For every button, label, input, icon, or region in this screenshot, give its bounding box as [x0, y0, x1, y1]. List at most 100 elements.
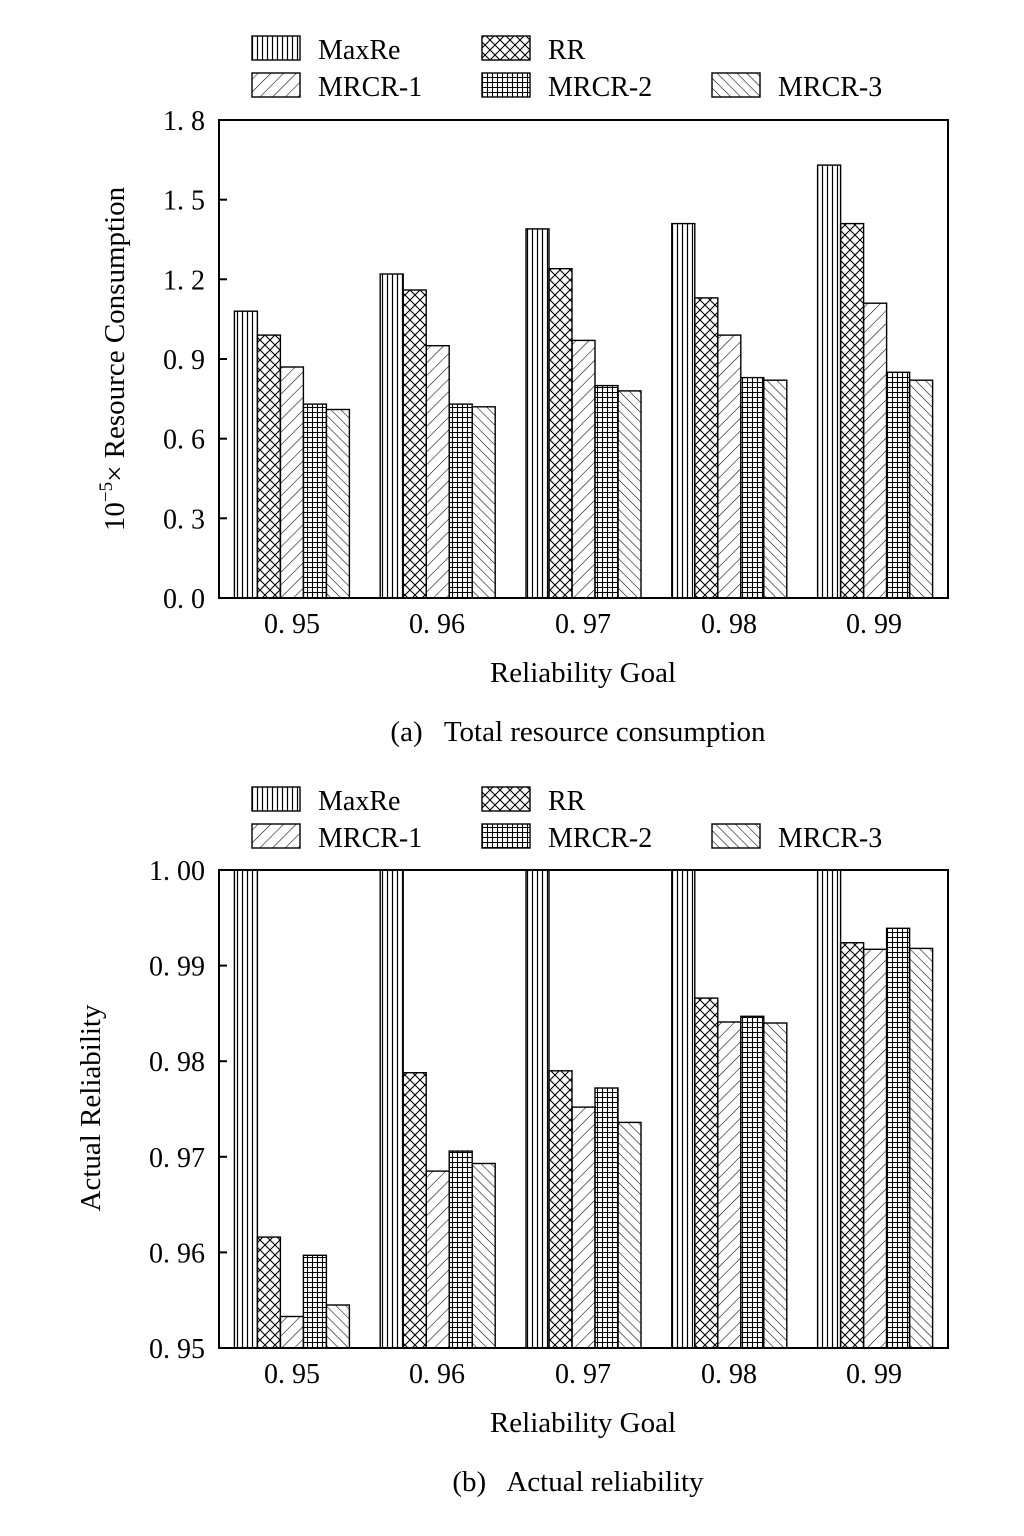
x-axis-a: 0. 95 0. 96 0. 97 0. 98 0. 99 — [264, 609, 902, 640]
bar-a-maxre-0 — [233, 310, 259, 599]
y-axis-b: 0. 95 0. 96 0. 97 0. 98 0. 99 1. 00 — [149, 856, 227, 1365]
legend-swatch-a-2 — [251, 72, 301, 98]
bar-a-mrcr-2-0 — [302, 403, 328, 599]
x-tick-label-b-1: 0. 96 — [409, 1359, 465, 1390]
bar-b-rr-0 — [256, 1236, 282, 1349]
panel-a: MaxRe RR MRCR-1 MRCR-2 MRCR-3 0. 0 0. 3 0.… — [96, 35, 949, 748]
legend-label-a-3: MRCR-2 — [548, 72, 652, 103]
bar-b-rr-2 — [548, 1070, 573, 1349]
plot-frame-a — [218, 119, 949, 599]
y-tick-label-b-0: 0. 95 — [149, 1334, 205, 1365]
bar-a-mrcr-1-4 — [862, 302, 888, 599]
y-axis-title-a-exponent: −5 — [96, 482, 117, 502]
bar-a-mrcr-1-0 — [279, 366, 305, 599]
bar-a-mrcr-2-2 — [594, 384, 619, 599]
bar-a-mrcr-3-4 — [908, 379, 934, 599]
bar-a-mrcr-1-1 — [425, 345, 450, 599]
bar-b-mrcr-3-2 — [617, 1121, 642, 1349]
bar-a-rr-3 — [694, 297, 719, 599]
legend-swatch-a-0 — [251, 35, 301, 61]
bar-b-mrcr-1-2 — [571, 1106, 596, 1349]
bar-b-maxre-3 — [671, 869, 696, 1349]
bar-b-mrcr-1-3 — [717, 1021, 742, 1349]
bar-b-rr-1 — [402, 1071, 427, 1349]
bar-b-mrcr-3-4 — [908, 947, 934, 1349]
y-tick-label-b-5: 1. 00 — [149, 856, 205, 887]
x-tick-label-b-0: 0. 95 — [264, 1359, 320, 1390]
x-tick-label-a-4: 0. 99 — [846, 609, 902, 640]
y-tick-label-a-5: 1. 5 — [163, 186, 205, 217]
bar-b-mrcr-3-0 — [325, 1304, 351, 1349]
bar-b-mrcr-1-0 — [279, 1315, 305, 1349]
bar-b-maxre-4 — [816, 869, 842, 1349]
caption-a: (a) Total resource consumption — [390, 716, 766, 748]
legend-label-a-4: MRCR-3 — [778, 72, 882, 103]
legend-swatch-b-4 — [711, 823, 761, 849]
bar-b-mrcr-2-2 — [594, 1087, 619, 1349]
legend-swatch-b-2 — [251, 823, 301, 849]
bar-a-rr-2 — [548, 268, 573, 599]
bars-a — [233, 164, 934, 599]
legend-swatch-b-0 — [251, 786, 301, 812]
bar-b-maxre-1 — [379, 869, 404, 1349]
bar-a-mrcr-2-1 — [448, 403, 473, 599]
bar-b-mrcr-3-3 — [763, 1022, 788, 1349]
legend-label-b-0: MaxRe — [318, 786, 400, 817]
bars-b — [233, 869, 934, 1349]
bar-a-mrcr-3-3 — [763, 379, 788, 599]
bar-a-maxre-4 — [816, 164, 842, 599]
y-axis-title-a-base: 10 — [99, 502, 131, 531]
y-tick-label-a-4: 1. 2 — [163, 265, 205, 296]
caption-b: (b) Actual reliability — [452, 1466, 704, 1498]
y-tick-label-a-3: 0. 9 — [163, 345, 205, 376]
x-tick-label-a-3: 0. 98 — [701, 609, 757, 640]
bar-a-mrcr-1-2 — [571, 339, 596, 599]
y-tick-label-a-2: 0. 6 — [163, 425, 205, 456]
x-tick-label-a-1: 0. 96 — [409, 609, 465, 640]
bar-a-mrcr-2-4 — [885, 371, 911, 599]
legend-swatch-b-1 — [481, 786, 531, 812]
bar-a-mrcr-3-2 — [617, 390, 642, 599]
plot-frame-b — [218, 869, 949, 1349]
y-tick-label-b-2: 0. 97 — [149, 1143, 205, 1174]
bar-b-mrcr-2-3 — [740, 1015, 765, 1349]
bar-b-rr-3 — [694, 997, 719, 1349]
x-tick-label-a-2: 0. 97 — [555, 609, 611, 640]
bar-b-mrcr-1-4 — [862, 948, 888, 1349]
legend-a: MaxRe RR MRCR-1 MRCR-2 MRCR-3 — [251, 35, 882, 103]
bar-b-mrcr-3-1 — [471, 1162, 496, 1349]
legend-b: MaxRe RR MRCR-1 MRCR-2 MRCR-3 — [251, 786, 882, 854]
y-axis-title-a: 10−5× Resource Consumption — [96, 186, 131, 531]
bar-b-mrcr-1-1 — [425, 1170, 450, 1349]
y-tick-label-b-1: 0. 96 — [149, 1238, 205, 1269]
x-tick-label-a-0: 0. 95 — [264, 609, 320, 640]
bar-a-rr-1 — [402, 289, 427, 599]
legend-label-a-1: RR — [548, 35, 586, 66]
legend-swatch-a-3 — [481, 72, 531, 98]
bar-a-mrcr-3-1 — [471, 406, 496, 599]
y-tick-label-a-6: 1. 8 — [163, 106, 205, 137]
legend-label-b-3: MRCR-2 — [548, 823, 652, 854]
bar-b-rr-4 — [839, 942, 865, 1349]
x-tick-label-b-2: 0. 97 — [555, 1359, 611, 1390]
y-axis-title-b: Actual Reliability — [75, 1004, 107, 1211]
bar-a-rr-0 — [256, 334, 282, 599]
legend-label-a-2: MRCR-1 — [318, 72, 422, 103]
bar-a-mrcr-2-3 — [740, 376, 765, 599]
bar-b-maxre-0 — [233, 869, 259, 1349]
legend-swatch-b-3 — [481, 823, 531, 849]
bar-a-maxre-3 — [671, 222, 696, 599]
bar-b-mrcr-2-1 — [448, 1150, 473, 1349]
legend-swatch-a-4 — [711, 72, 761, 98]
bar-b-mrcr-2-0 — [302, 1254, 328, 1349]
x-tick-label-b-4: 0. 99 — [846, 1359, 902, 1390]
x-axis-title-a: Reliability Goal — [490, 657, 676, 689]
y-tick-label-b-4: 0. 99 — [149, 952, 205, 983]
bar-a-rr-4 — [839, 222, 865, 599]
y-tick-label-a-0: 0. 0 — [163, 584, 205, 615]
y-tick-label-b-3: 0. 98 — [149, 1047, 205, 1078]
y-tick-label-a-1: 0. 3 — [163, 504, 205, 535]
x-tick-label-b-3: 0. 98 — [701, 1359, 757, 1390]
bar-b-mrcr-2-4 — [885, 927, 911, 1349]
